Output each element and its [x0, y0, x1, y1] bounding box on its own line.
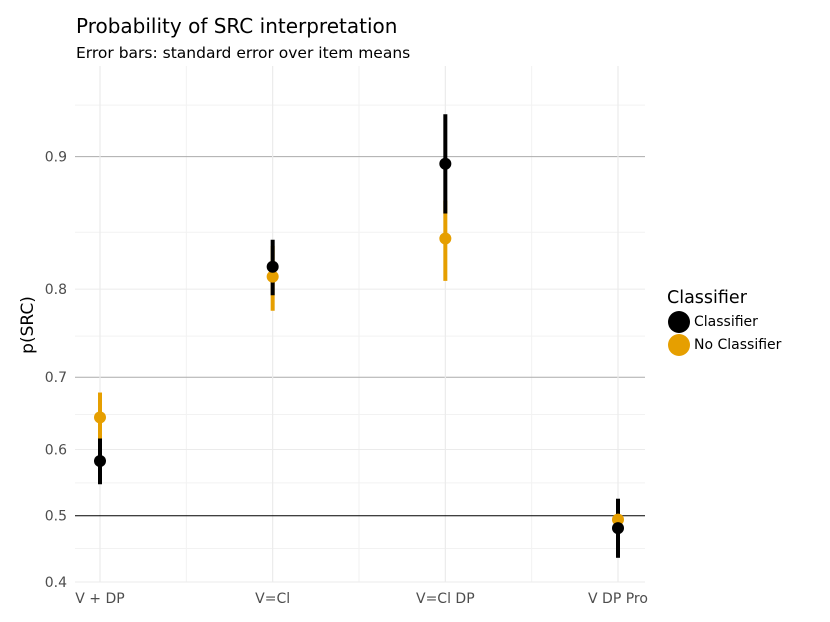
major-gridlines: [75, 66, 645, 583]
chart-title: Probability of SRC interpretation: [76, 14, 398, 38]
chart-subtitle: Error bars: standard error over item mea…: [76, 44, 411, 62]
x-tick-label: V=Cl DP: [416, 591, 475, 607]
y-tick-label: 0.5: [45, 509, 67, 525]
y-tick-label: 0.7: [45, 370, 67, 386]
y-tick-label: 0.8: [45, 282, 67, 298]
y-tick-label: 0.4: [45, 575, 67, 591]
legend-item-no-classifier: No Classifier: [667, 333, 781, 356]
y-axis-label: p(SRC): [18, 296, 38, 354]
point-classifier: [439, 157, 452, 170]
point-no-classifier: [439, 232, 452, 245]
legend-key-no-classifier: [668, 333, 690, 356]
point-no-classifier: [94, 411, 106, 424]
legend-key-classifier: [668, 310, 690, 333]
y-tick-label: 0.9: [45, 150, 67, 166]
point-no-classifier: [612, 513, 624, 526]
minor-gridlines: [75, 66, 645, 582]
x-tick-labels: V + DP V=Cl V=Cl DP V DP Pro: [75, 591, 648, 607]
x-tick-label: V=Cl: [255, 591, 290, 607]
legend-label-no-classifier: No Classifier: [694, 336, 782, 353]
y-tick-labels: 0.4 0.5 0.6 0.7 0.8 0.9: [45, 150, 67, 591]
point-classifier: [266, 260, 279, 273]
point-classifier: [612, 522, 624, 535]
point-no-classifier: [266, 270, 279, 283]
legend-label-classifier: Classifier: [694, 313, 758, 330]
legend-item-classifier: Classifier: [667, 310, 781, 333]
data-marks: [94, 114, 624, 558]
legend-title: Classifier: [667, 288, 747, 308]
legend: Classifier Classifier No Classifier: [667, 288, 781, 356]
y-tick-label: 0.6: [45, 442, 67, 458]
x-tick-label: V DP Pro: [588, 591, 648, 607]
x-tick-label: V + DP: [75, 591, 124, 607]
point-classifier: [94, 454, 106, 467]
